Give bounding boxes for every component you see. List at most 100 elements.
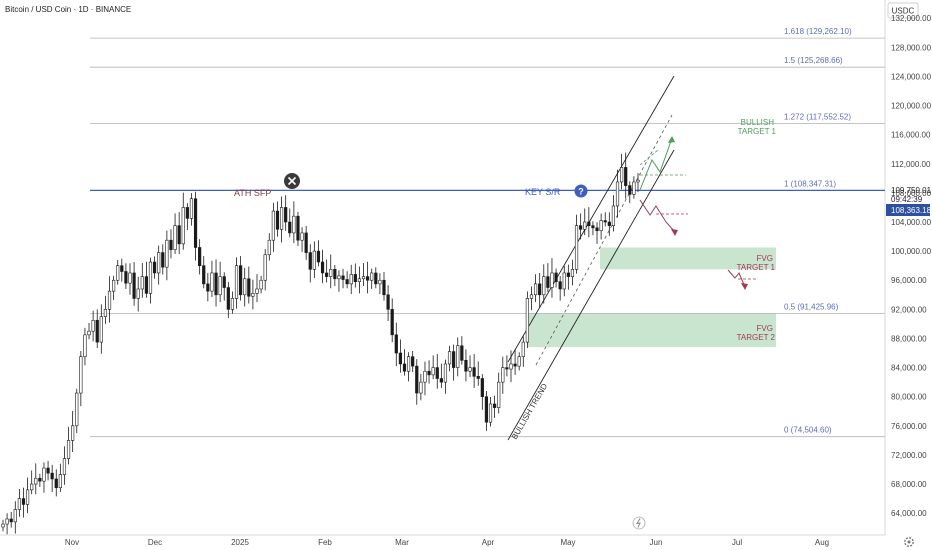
- candle: [464, 349, 468, 382]
- candle: [419, 373, 423, 401]
- candle: [476, 361, 480, 386]
- candle: [255, 274, 259, 303]
- x-tick-label: Apr: [482, 538, 495, 547]
- y-tick-label: 104,000.00: [891, 218, 932, 227]
- y-tick-label: 100,000.00: [891, 247, 932, 256]
- candle: [275, 201, 280, 237]
- candle: [480, 374, 484, 410]
- candle: [218, 261, 222, 303]
- fvg-zone[interactable]: [527, 312, 776, 348]
- candle: [398, 339, 402, 373]
- candle: [349, 264, 353, 295]
- candles-layer: [1, 152, 640, 535]
- candle: [87, 322, 91, 340]
- last-price-badge: 109,750.01 09:42:39: [891, 186, 932, 204]
- candle: [390, 298, 394, 343]
- candle: [198, 239, 202, 275]
- candle: [239, 256, 243, 301]
- candle: [46, 461, 50, 481]
- candle: [525, 291, 529, 348]
- candle: [128, 263, 132, 295]
- gear-icon[interactable]: [904, 537, 914, 547]
- time-axis[interactable]: Nov Dec 2025 Feb Mar Apr May Jun Jul Aug: [65, 538, 829, 547]
- bullish-projection[interactable]: [639, 136, 686, 191]
- svg-text:?: ?: [578, 187, 584, 197]
- candle: [386, 285, 390, 321]
- candle: [353, 263, 357, 288]
- candle: [206, 272, 210, 302]
- candle: [636, 173, 640, 193]
- candle: [558, 276, 562, 301]
- currency-badge[interactable]: [887, 2, 919, 19]
- candle: [288, 208, 292, 238]
- bearish-projection-path: [639, 199, 676, 233]
- candle: [443, 359, 448, 394]
- bearish-projection-arrow: [671, 229, 678, 236]
- candle: [538, 272, 542, 308]
- candle: [161, 244, 165, 275]
- candle: [607, 212, 611, 236]
- candle: [583, 208, 587, 236]
- candle: [79, 350, 83, 407]
- price-axis[interactable]: 64,000.00 68,000.00 72,000.00 76,000.00 80,0…: [891, 14, 932, 518]
- candle: [411, 350, 415, 372]
- channel-lower-line[interactable]: [507, 149, 675, 441]
- fib-level-label: 1.5 (125,268.66): [784, 56, 843, 65]
- fvg-projection-arrow: [741, 283, 748, 290]
- fvg-target1-line1: FVG: [757, 254, 773, 263]
- x-tick-label: Mar: [395, 538, 409, 547]
- x-tick-label: Aug: [815, 538, 829, 547]
- candle: [591, 221, 595, 236]
- y-tick-label: 116,000.00: [891, 131, 931, 140]
- candle: [226, 281, 230, 319]
- bearish-projection[interactable]: [639, 199, 756, 290]
- candle: [103, 295, 108, 324]
- candle: [189, 193, 194, 226]
- candle: [243, 267, 247, 307]
- candle: [267, 233, 271, 261]
- candle: [95, 309, 99, 348]
- candle: [333, 264, 337, 287]
- fvg-zone[interactable]: [600, 247, 776, 270]
- x-tick-label: Jun: [650, 538, 663, 547]
- candle: [374, 267, 378, 289]
- candle: [628, 181, 632, 204]
- channel-upper-line[interactable]: [507, 75, 675, 363]
- x-tick-label: Jul: [732, 538, 742, 547]
- candle: [554, 268, 558, 288]
- candle: [112, 275, 116, 300]
- candle: [230, 291, 235, 314]
- fib-level-label: 0 (74,504.60): [784, 426, 832, 435]
- candle: [107, 276, 112, 323]
- x-tick-label: Feb: [318, 538, 332, 547]
- y-tick-label: 84,000.00: [891, 364, 927, 373]
- candle: [415, 359, 419, 405]
- question-circle-icon[interactable]: ?: [574, 184, 588, 198]
- fvg-target2-line1: FVG: [757, 324, 773, 333]
- bullish-channel[interactable]: [507, 75, 675, 441]
- candle: [251, 279, 255, 310]
- zones-layer: [527, 247, 776, 348]
- candle: [341, 268, 345, 289]
- candle: [452, 344, 456, 381]
- candle: [620, 153, 624, 190]
- candle: [505, 355, 509, 377]
- last-price-value: 109,750.01: [891, 186, 932, 195]
- candle: [263, 249, 267, 291]
- candle: [42, 462, 46, 493]
- y-tick-label: 88,000.00: [891, 334, 927, 343]
- bullish-target-line2: TARGET 1: [738, 127, 777, 136]
- lightning-icon[interactable]: [632, 516, 646, 530]
- key-sr-label: KEY S/R: [525, 187, 561, 197]
- y-tick-label: 132,000.00: [891, 14, 932, 23]
- x-circle-icon[interactable]: [284, 173, 300, 189]
- candle: [320, 249, 325, 284]
- y-tick-label: 112,000.00: [891, 160, 931, 169]
- fvg-target1-line2: TARGET 1: [737, 263, 776, 272]
- candle: [271, 202, 275, 252]
- candle: [521, 336, 525, 367]
- candle: [5, 513, 9, 535]
- x-tick-label: Nov: [65, 538, 79, 547]
- candle: [447, 345, 452, 372]
